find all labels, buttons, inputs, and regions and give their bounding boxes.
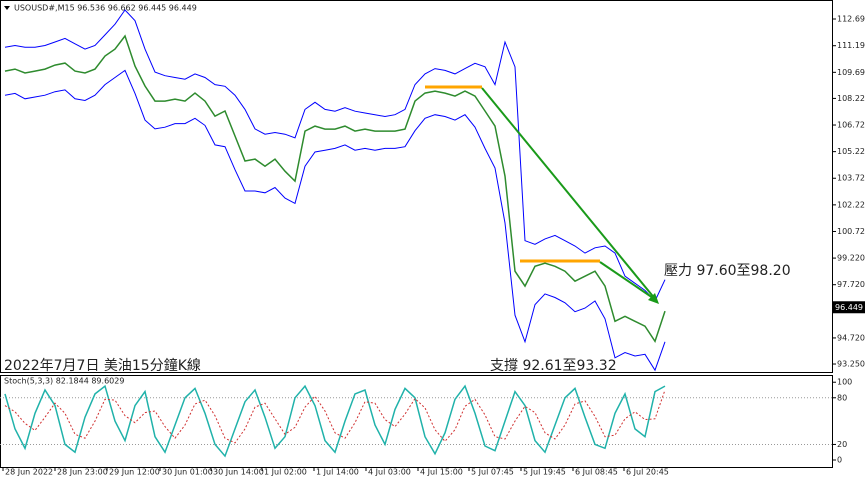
price-panel	[0, 0, 833, 373]
y-tick-label: 94.720	[837, 333, 865, 342]
annotation: 2022年7月7日 美油15分鐘K線	[4, 357, 201, 374]
x-tick-label: 28 Jun 2022	[5, 468, 53, 477]
x-tick-label: 30 Jun 01:00	[162, 468, 213, 477]
arrow-head	[648, 293, 659, 304]
y-tick-label: 102.220	[837, 200, 865, 209]
y-tick-label: 109.690	[837, 68, 865, 77]
x-tick-label: 6 Jul 08:45	[575, 468, 618, 477]
x-tick-label: 5 Jul 07:45	[471, 468, 514, 477]
x-tick-label: 1 Jul 02:00	[264, 468, 307, 477]
stoch-panel	[0, 375, 833, 468]
y-tick-label: 106.720	[837, 121, 865, 130]
x-tick-label: 29 Jun 12:00	[109, 468, 160, 477]
y-tick-label: 108.220	[837, 94, 865, 103]
y-tick-label: 111.190	[837, 41, 865, 50]
x-tick-label: 6 Jul 20:45	[626, 468, 669, 477]
last-price-label: 96.449	[835, 303, 863, 312]
y-tick-label: 100.720	[837, 227, 865, 236]
x-tick-label: 4 Jul 03:00	[368, 468, 411, 477]
annotation: 支撐 92.61至93.32	[490, 358, 617, 374]
drawings	[425, 85, 659, 304]
x-tick-label: 28 Jun 23:00	[57, 468, 108, 477]
annotation: 壓力 97.60至98.20	[664, 263, 791, 279]
y-tick-label: 100	[837, 378, 852, 387]
y-tick-label: 99.220	[837, 254, 865, 263]
y-tick-label: 93.250	[837, 360, 865, 369]
y-tick-label: 20	[837, 440, 847, 449]
y-tick-label: 112.695	[837, 15, 865, 24]
trend-arrow	[599, 261, 657, 301]
y-tick-label: 97.720	[837, 280, 865, 289]
y-tick-label: 0	[837, 456, 842, 465]
series-line	[4, 9, 666, 302]
menu-icon[interactable]	[4, 6, 10, 10]
x-tick-label: 5 Jul 19:45	[523, 468, 566, 477]
series-line	[4, 384, 666, 458]
x-tick-label: 30 Jun 14:00	[213, 468, 264, 477]
series-line	[4, 69, 666, 372]
series-line	[4, 389, 666, 444]
y-tick-label: 105.220	[837, 147, 865, 156]
series-line	[4, 34, 666, 344]
trend-arrow	[481, 87, 657, 301]
y-tick-label: 80	[837, 393, 847, 402]
stoch-title: Stoch(5,3,3) 82.1844 89.6029	[4, 377, 124, 386]
y-tick-label: 103.720	[837, 174, 865, 183]
chart-title: USOUSD#,M15 96.536 96.662 96.445 96.449	[14, 4, 197, 13]
x-tick-label: 4 Jul 15:00	[420, 468, 463, 477]
x-tick-label: 1 Jul 14:00	[316, 468, 359, 477]
last-price-box	[832, 301, 865, 314]
